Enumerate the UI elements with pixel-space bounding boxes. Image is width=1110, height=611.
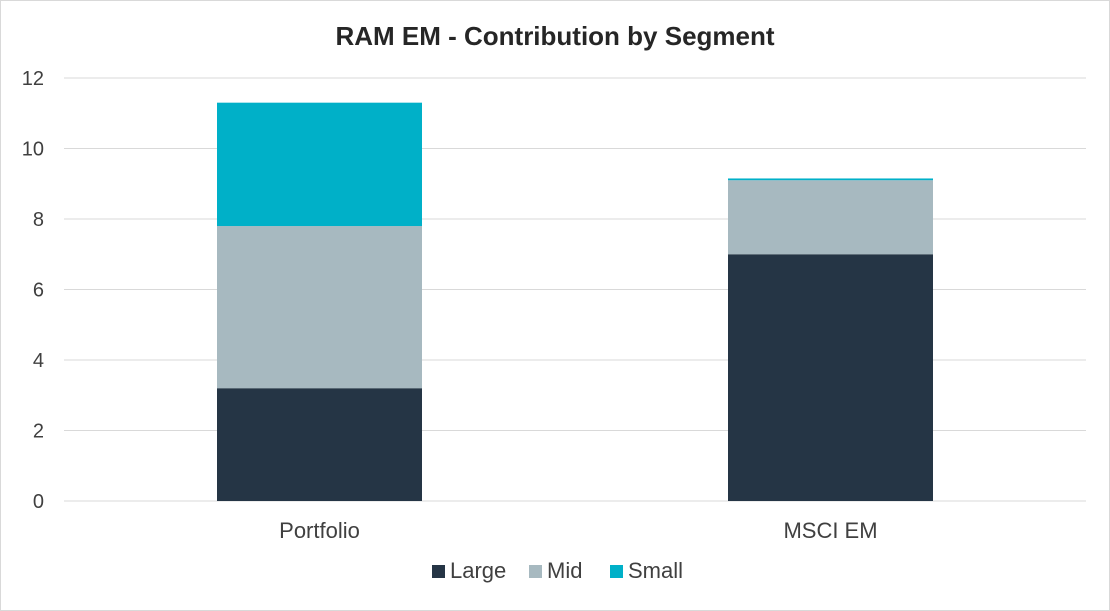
legend-label-large: Large: [450, 558, 506, 583]
y-tick-label: 12: [22, 68, 44, 90]
x-category-label: MSCI EM: [783, 518, 877, 543]
bar-small-portfolio: [217, 102, 422, 227]
y-tick-label: 2: [33, 421, 44, 443]
bar-mid-portfolio: [217, 226, 422, 389]
bar-mid-msci-em: [728, 180, 933, 255]
y-tick-label: 10: [22, 139, 44, 161]
legend: Large Mid Small: [432, 558, 683, 583]
legend-swatch-large: [432, 565, 445, 578]
legend-swatch-mid: [529, 565, 542, 578]
y-tick-label: 4: [33, 350, 44, 372]
legend-label-mid: Mid: [547, 558, 582, 583]
y-axis-ticks: 0 2 4 6 8 10 12: [22, 68, 44, 513]
bars: [217, 102, 933, 501]
legend-label-small: Small: [628, 558, 683, 583]
bar-large-msci-em: [728, 254, 933, 501]
x-category-label: Portfolio: [279, 518, 360, 543]
bar-large-portfolio: [217, 388, 422, 501]
y-tick-label: 8: [33, 209, 44, 231]
y-tick-label: 0: [33, 491, 44, 513]
bar-small-msci-em: [728, 178, 933, 181]
chart-title: RAM EM - Contribution by Segment: [335, 21, 774, 51]
y-tick-label: 6: [33, 280, 44, 302]
x-axis-labels: Portfolio MSCI EM: [279, 518, 877, 543]
legend-swatch-small: [610, 565, 623, 578]
